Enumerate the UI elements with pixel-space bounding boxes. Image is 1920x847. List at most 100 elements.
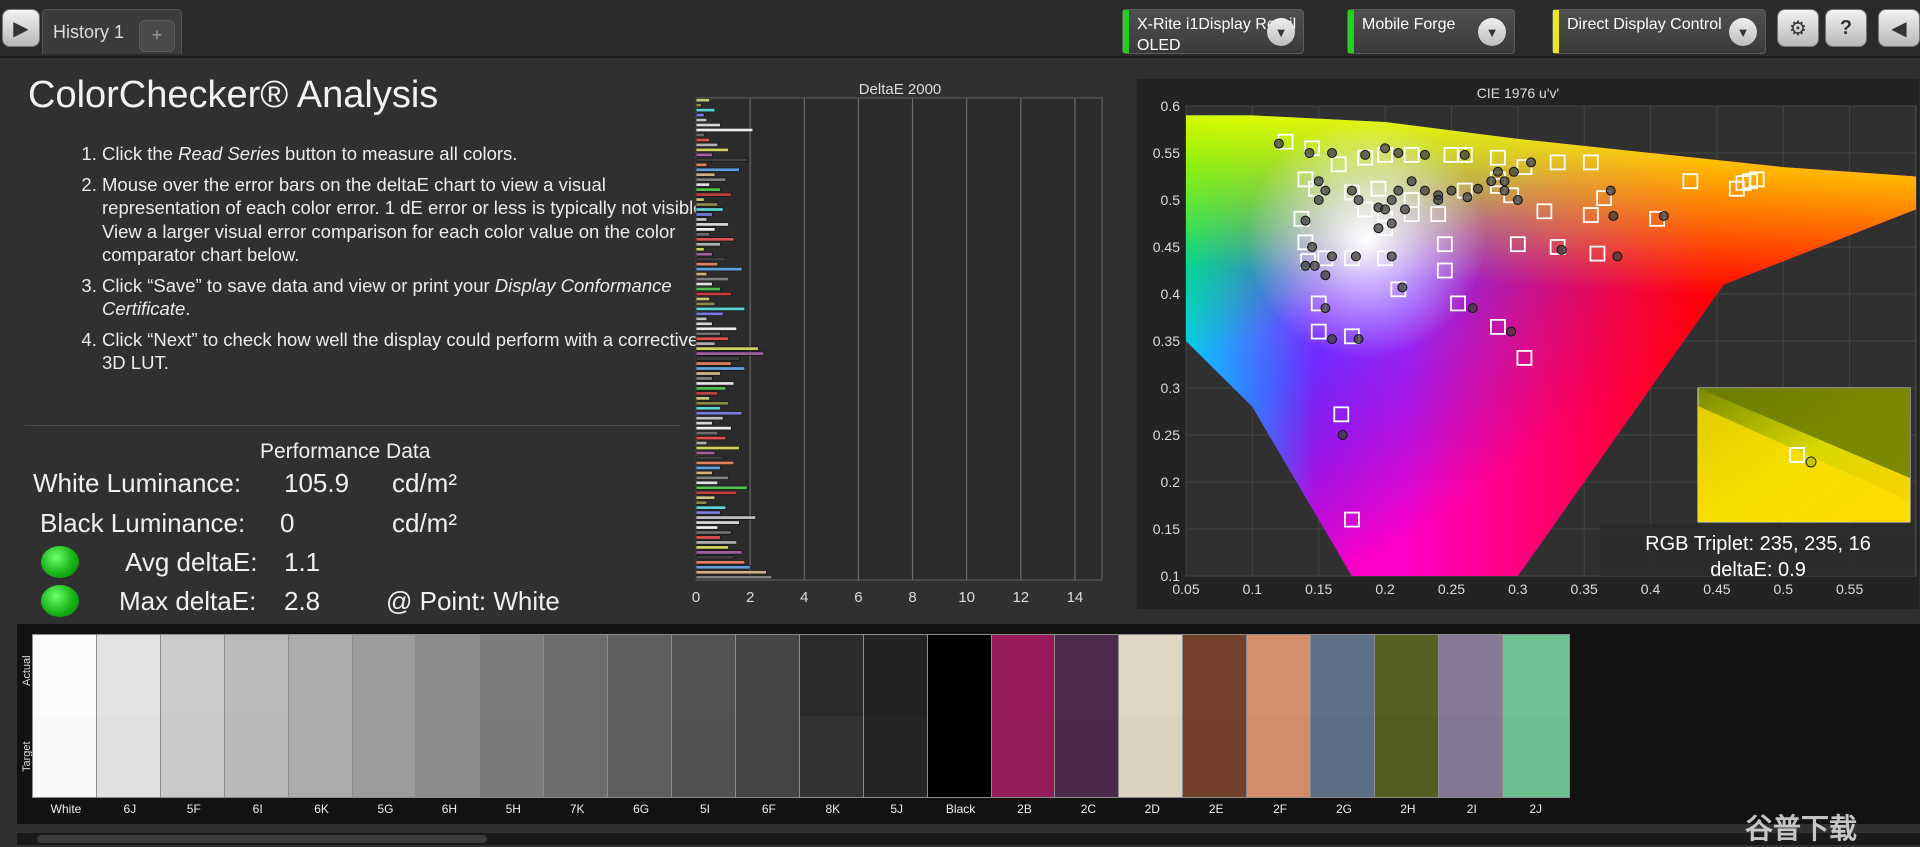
cie-target-square[interactable]: [1333, 406, 1350, 423]
deltae-bar[interactable]: [695, 147, 729, 152]
swatch-5i[interactable]: [671, 634, 739, 798]
cie-target-square[interactable]: [1344, 511, 1360, 528]
cie-measured-point[interactable]: [1433, 195, 1444, 205]
cie-target-square[interactable]: [1549, 154, 1566, 171]
deltae-bar[interactable]: [695, 396, 710, 401]
deltae-bar[interactable]: [695, 142, 718, 147]
cie-measured-point[interactable]: [1406, 176, 1417, 187]
deltae-bar[interactable]: [695, 575, 773, 580]
deltae-bar[interactable]: [695, 247, 705, 252]
deltae-bar[interactable]: [695, 162, 708, 167]
deltae-bar[interactable]: [695, 177, 727, 182]
play-forward-button[interactable]: ▶: [2, 9, 40, 47]
swatch-5j[interactable]: [862, 634, 931, 798]
deltae-bar[interactable]: [695, 455, 724, 460]
deltae-bar[interactable]: [695, 267, 743, 272]
deltae-bar[interactable]: [695, 540, 737, 545]
cie-measured-point[interactable]: [1506, 326, 1517, 337]
deltae-bar[interactable]: [695, 446, 740, 451]
swatch-5h[interactable]: [479, 634, 548, 798]
swatch-2h[interactable]: [1373, 634, 1442, 798]
deltae-bar[interactable]: [695, 227, 716, 232]
cie-target-square[interactable]: [1436, 262, 1453, 279]
swatch-6j[interactable]: [95, 634, 164, 798]
cie-measured-point[interactable]: [1300, 215, 1311, 226]
cie-measured-point[interactable]: [1459, 149, 1470, 160]
deltae-bar[interactable]: [695, 441, 708, 446]
deltae-bar[interactable]: [695, 460, 735, 465]
cie-target-square[interactable]: [1490, 318, 1506, 335]
deltae-bar[interactable]: [695, 416, 724, 421]
scrollbar-thumb[interactable]: [37, 835, 487, 843]
swatch-2j[interactable]: [1501, 634, 1570, 798]
cie-measured-point[interactable]: [1499, 185, 1510, 196]
deltae-bar[interactable]: [695, 128, 754, 132]
cie-measured-point[interactable]: [1400, 204, 1410, 215]
cie-target-square[interactable]: [1748, 171, 1765, 188]
swatch-6g[interactable]: [607, 634, 676, 798]
settings-button[interactable]: ⚙: [1777, 9, 1819, 47]
deltae-bar[interactable]: [695, 316, 708, 321]
cie-measured-point[interactable]: [1386, 195, 1397, 205]
swatch-2d[interactable]: [1118, 634, 1187, 798]
deltae-bar[interactable]: [695, 520, 740, 525]
swatch-2f[interactable]: [1246, 634, 1315, 798]
cie-target-square[interactable]: [1357, 201, 1374, 218]
cie-measured-point[interactable]: [1360, 149, 1371, 160]
cie-measured-point[interactable]: [1397, 282, 1408, 293]
cie-measured-point[interactable]: [1300, 260, 1311, 271]
deltae-bar[interactable]: [695, 490, 737, 495]
cie-measured-point[interactable]: [1320, 185, 1331, 196]
deltae-bar[interactable]: [695, 103, 702, 108]
cie-measured-point[interactable]: [1612, 251, 1623, 262]
deltae-bar[interactable]: [695, 510, 721, 515]
cie-target-square[interactable]: [1582, 207, 1599, 223]
deltae-bar[interactable]: [695, 157, 748, 162]
deltae-bar[interactable]: [695, 326, 737, 331]
cie-target-square[interactable]: [1450, 295, 1466, 312]
cie-measured-point[interactable]: [1512, 195, 1523, 205]
deltae-bar[interactable]: [695, 401, 729, 406]
deltae-bar[interactable]: [695, 530, 732, 535]
cie-measured-point[interactable]: [1386, 251, 1397, 262]
cie-measured-point[interactable]: [1556, 244, 1567, 255]
cie-target-square[interactable]: [1589, 245, 1606, 262]
swatch-2i[interactable]: [1437, 634, 1506, 798]
deltae-bar[interactable]: [695, 421, 713, 426]
deltae-bar[interactable]: [695, 346, 759, 351]
deltae-bar[interactable]: [695, 262, 718, 267]
chevron-down-icon[interactable]: ▼: [1267, 18, 1295, 46]
deltae-bar[interactable]: [695, 272, 708, 277]
deltae-bar[interactable]: [695, 252, 713, 257]
swatch-7k[interactable]: [543, 634, 612, 798]
cie-target-square[interactable]: [1682, 173, 1699, 190]
cie-measured-point[interactable]: [1320, 270, 1331, 281]
deltae-bar[interactable]: [695, 287, 721, 291]
deltae-bar[interactable]: [695, 550, 743, 555]
deltae-bar[interactable]: [695, 495, 716, 500]
cie-target-square[interactable]: [1596, 190, 1612, 207]
cie-target-square[interactable]: [1516, 350, 1533, 366]
deltae-bar[interactable]: [695, 237, 735, 242]
cie-target-square[interactable]: [1344, 184, 1360, 201]
deltae-bar[interactable]: [695, 565, 751, 570]
cie-measured-point[interactable]: [1353, 195, 1364, 205]
cie-measured-point[interactable]: [1526, 157, 1537, 168]
help-button[interactable]: ?: [1825, 9, 1867, 47]
cie-measured-point[interactable]: [1307, 242, 1318, 252]
swatch-8k[interactable]: [798, 634, 867, 798]
deltae-bar[interactable]: [695, 123, 721, 128]
deltae-bar[interactable]: [695, 485, 748, 490]
cie-measured-point[interactable]: [1273, 138, 1284, 149]
cie-target-square[interactable]: [1509, 236, 1526, 253]
deltae-bar[interactable]: [695, 341, 716, 346]
deltae-bar[interactable]: [695, 351, 764, 356]
cie-measured-point[interactable]: [1304, 148, 1315, 158]
swatch-2e[interactable]: [1182, 634, 1251, 798]
deltae-bar[interactable]: [695, 480, 718, 485]
deltae-bar[interactable]: [695, 331, 721, 336]
cie-measured-point[interactable]: [1508, 166, 1519, 177]
horizontal-scrollbar[interactable]: [17, 833, 1920, 845]
deltae-bar[interactable]: [695, 152, 713, 157]
deltae-bar[interactable]: [695, 386, 727, 391]
